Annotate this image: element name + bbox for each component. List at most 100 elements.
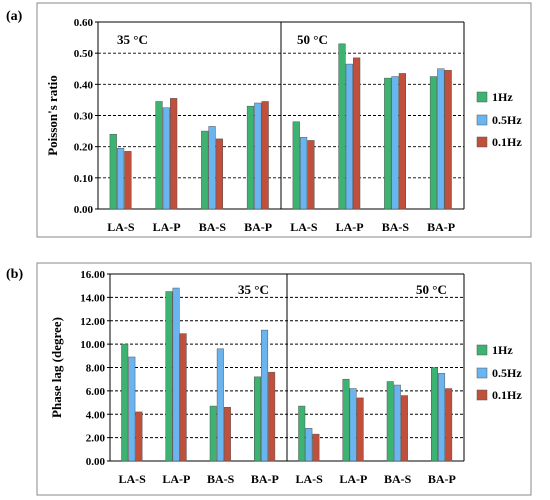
bar (121, 343, 129, 462)
bar (431, 367, 438, 462)
y-tick-label: 10.00 (80, 339, 105, 351)
y-tick-label: 6.00 (86, 386, 106, 398)
y-tick-label: 2.00 (86, 433, 106, 445)
y-tick-label: 16.00 (80, 269, 105, 281)
y-tick-label: 0.10 (74, 173, 94, 185)
y-tick-label: 0.00 (86, 456, 106, 468)
bar (128, 356, 136, 462)
bar (349, 388, 357, 462)
legend-label: 1Hz (492, 90, 513, 104)
bar (261, 101, 269, 210)
bar (209, 405, 217, 462)
group-label: 50 °C (416, 282, 447, 297)
y-tick-label: 0.50 (74, 48, 94, 60)
bar (393, 384, 401, 462)
bar (391, 76, 399, 210)
bar (386, 381, 394, 462)
bar (345, 63, 353, 210)
bar (400, 395, 408, 462)
bar (384, 77, 392, 210)
x-tick-label: BA-S (384, 472, 412, 486)
bar (165, 291, 173, 462)
legend-label: 0.5Hz (492, 366, 522, 380)
x-tick-label: LA-S (107, 220, 135, 234)
group-label: 35 °C (238, 282, 269, 297)
chart-panel-a: (a) 0.00 0.10 0.20 0.30 0.40 0.50 0.60 LA-S LA-P B… (6, 2, 532, 238)
bar (307, 140, 315, 210)
bar (124, 151, 132, 210)
y-tick-label: 4.00 (86, 409, 106, 421)
panel-frame (36, 262, 532, 496)
bar (162, 107, 170, 210)
y-axis-title: Poisson's ratio (45, 75, 60, 156)
bar (298, 405, 306, 462)
y-tick-label: 14.00 (80, 292, 105, 304)
x-tick-label: BA-P (244, 220, 272, 234)
bar (444, 70, 452, 210)
bar (292, 121, 300, 210)
bar (254, 376, 261, 462)
legend-swatch (476, 136, 488, 148)
x-tick-label: BA-S (207, 472, 235, 486)
bar (155, 101, 163, 210)
legend-swatch (476, 114, 488, 126)
x-tick-label: BA-S (199, 220, 227, 234)
bar (135, 411, 143, 462)
bar (109, 133, 117, 210)
bar (246, 105, 255, 210)
legend-swatch (476, 344, 488, 356)
bar (338, 43, 346, 210)
bar (437, 68, 445, 210)
x-tick-label: LA-P (153, 220, 181, 234)
bar (261, 329, 269, 462)
x-tick-label: BA-P (427, 220, 455, 234)
bar (268, 371, 276, 462)
legend-swatch (476, 389, 488, 401)
y-tick-label: 0.40 (74, 79, 94, 91)
group-label: 50 °C (297, 32, 328, 47)
bar (201, 130, 209, 210)
legend-label: 0.1Hz (492, 388, 522, 402)
bar (438, 373, 446, 462)
x-tick-label: LA-S (118, 472, 146, 486)
x-tick-label: LA-S (295, 472, 323, 486)
x-tick-label: BA-P (428, 472, 456, 486)
bar (398, 73, 407, 210)
bar (305, 428, 313, 462)
bar (170, 98, 178, 210)
legend-label: 0.5Hz (492, 113, 522, 127)
bar (353, 57, 361, 210)
chart-panel-b: (b) 0.00 2.00 4.00 6.00 8.00 10.00 12.00 14.00 16… (6, 262, 532, 496)
y-tick-label: 12.00 (80, 316, 105, 328)
bar (116, 147, 125, 210)
panel-label: (b) (6, 267, 23, 282)
bar (356, 397, 364, 462)
bar (215, 138, 224, 210)
legend-label: 0.1Hz (492, 135, 522, 149)
bar (429, 76, 438, 210)
y-tick-label: 0.30 (74, 111, 94, 123)
bar (216, 348, 224, 462)
y-tick-label: 0.60 (74, 17, 94, 29)
bar (299, 137, 308, 210)
x-tick-label: BA-S (382, 220, 410, 234)
legend-swatch (476, 91, 488, 103)
panel-label: (a) (6, 9, 23, 24)
y-axis-title: Phase lag (degree) (49, 317, 64, 418)
bar (223, 406, 231, 462)
group-label: 35 °C (117, 32, 148, 47)
x-tick-label: LA-S (290, 220, 318, 234)
bar (445, 388, 453, 462)
bar (342, 378, 350, 462)
bar (172, 287, 180, 462)
bar (179, 333, 187, 462)
bar (208, 126, 216, 210)
y-tick-label: 0.00 (74, 204, 94, 216)
bar (254, 102, 262, 210)
y-tick-label: 8.00 (86, 363, 106, 375)
y-tick-label: 0.20 (74, 142, 94, 154)
x-tick-label: BA-P (251, 472, 279, 486)
bar (312, 433, 320, 462)
panel-frame (36, 2, 532, 238)
